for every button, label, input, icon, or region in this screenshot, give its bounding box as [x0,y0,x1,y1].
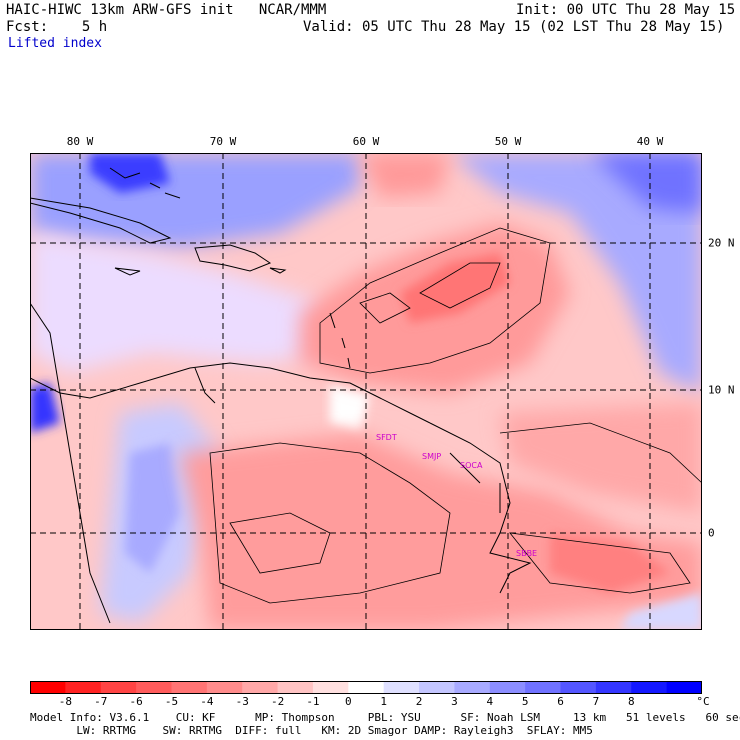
lifted-index-map: SFDT SMJP SOCA SBBE [30,153,702,630]
lat-label-20n: 20 N [708,236,735,250]
colorbar-tick-label: -5 [164,695,179,708]
colorbar-tick-label: -8 [58,695,72,708]
colorbar-swatch [489,681,526,694]
contours [209,227,702,604]
coastlines [30,167,532,624]
init-time: Init: 00 UTC Thu 28 May 15 [516,2,736,18]
station-smjp: SMJP [422,452,441,461]
colorbar-tick-label: -4 [200,695,214,708]
colorbar-tick-label: 8 [627,695,635,708]
colorbar-tick-label: 4 [486,695,494,708]
colorbar-swatch [383,681,420,694]
lat-lon-grid [30,153,702,630]
lon-label-70w: 70 W [209,135,237,148]
colorbar-swatch [525,681,562,694]
colorbar-tick-label: -3 [235,695,249,708]
valid-time: Valid: 05 UTC Thu 28 May 15 (02 LST Thu … [303,19,725,35]
lat-label-10n: 10 N [708,383,735,397]
lon-label-80w: 80 W [66,135,94,148]
colorbar-tick-label: -1 [306,695,320,708]
colorbar-swatch [65,681,102,694]
model-title: HAIC-HIWC 13km ARW-GFS init NCAR/MMM [6,2,327,18]
colorbar-swatch [100,681,137,694]
colorbar-swatch [666,681,702,694]
colorbar-tick-label: 3 [451,695,458,708]
colorbar-swatch [595,681,632,694]
forecast-hour: Fcst: 5 h [6,19,108,35]
colorbar [30,681,702,694]
lon-label-40w: 40 W [636,135,664,148]
colorbar-swatch [242,681,279,694]
colorbar-swatch [171,681,208,694]
station-soca: SOCA [460,461,483,470]
colorbar-swatch [30,681,66,694]
colorbar-swatch [277,681,314,694]
colorbar-swatch [560,681,597,694]
colorbar-tick-label: -7 [94,695,108,708]
shaded-field: SFDT SMJP SOCA SBBE [30,153,702,630]
lon-label-50w: 50 W [494,135,522,148]
colorbar-tick-label: -6 [129,695,143,708]
colorbar-swatch [419,681,455,694]
colorbar-tick-label: 7 [592,695,600,708]
colorbar-tick-label: 0 [345,695,352,708]
field-name: Lifted index [8,36,102,51]
station-sbbe: SBBE [516,549,537,558]
colorbar-swatch [312,681,349,694]
model-info-line2: LW: RRTMG SW: RRTMG DIFF: full KM: 2D Sm… [30,724,593,737]
colorbar-swatch [348,681,385,694]
station-sfdt: SFDT [376,433,397,442]
lon-label-60w: 60 W [352,135,380,148]
station-labels: SFDT SMJP SOCA SBBE [376,433,537,558]
colorbar-tick-label: 2 [415,695,423,708]
colorbar-tick-label: 5 [521,695,529,708]
colorbar-swatch [631,681,668,694]
colorbar-tick-label: -2 [270,695,285,708]
colorbar-swatch [454,681,491,694]
colorbar-swatch [136,681,172,694]
model-info-line1: Model Info: V3.6.1 CU: KF MP: Thompson P… [30,711,740,724]
lat-label-0: 0 [708,526,715,540]
colorbar-tick-label: 6 [557,695,564,708]
colorbar-tick-label: 1 [380,695,387,708]
colorbar-unit: °C [696,695,710,708]
colorbar-swatch [206,681,243,694]
